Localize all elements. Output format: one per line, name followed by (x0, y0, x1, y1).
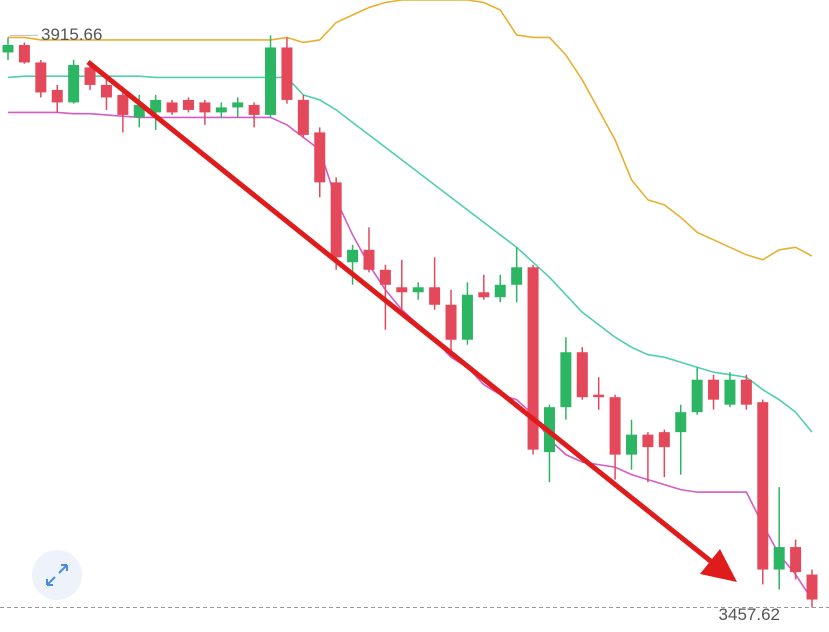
candle-body (215, 107, 227, 113)
candle-body (51, 89, 63, 103)
labels: 3915.66 3457.62 (0, 25, 829, 624)
candle-body (576, 352, 588, 398)
candle-body (773, 547, 785, 570)
candle-body (18, 44, 30, 63)
candle-body (150, 99, 162, 113)
candle-body (182, 99, 194, 110)
candle-body (166, 102, 178, 113)
candle-body (626, 434, 638, 455)
band-line (8, 0, 813, 261)
candle-body (100, 84, 112, 98)
arrow-head (700, 549, 737, 582)
candle-body (68, 64, 80, 103)
candle-body (314, 132, 326, 183)
candle-body (84, 67, 96, 85)
candle-body (642, 434, 654, 448)
candle-body (330, 182, 342, 258)
candle-body (199, 102, 211, 113)
candle-body (560, 352, 572, 408)
candle-body (35, 62, 47, 93)
candle-body (2, 44, 14, 53)
candle-body (445, 304, 457, 340)
candle-body (281, 47, 293, 100)
candles (2, 35, 818, 608)
candle-body (265, 47, 277, 115)
candle-body (724, 379, 736, 405)
bands (7, 0, 813, 600)
candle-body (527, 267, 539, 450)
candle-body (117, 94, 129, 115)
min-label: 3457.62 (719, 605, 780, 624)
candle-body (396, 287, 408, 293)
band-line (7, 75, 813, 433)
candle-body (347, 249, 359, 263)
candle-body (691, 379, 703, 413)
trend-arrow (86, 60, 737, 582)
candle-body (232, 102, 244, 108)
expand-circle[interactable] (32, 550, 82, 600)
candle-body (708, 379, 720, 400)
candle-body (461, 294, 473, 340)
expand-icon[interactable] (46, 564, 68, 586)
candle-body (494, 284, 506, 298)
arrow-shaft (86, 60, 720, 569)
expand-button[interactable] (32, 550, 82, 600)
candle-body (133, 104, 145, 118)
candle-body (593, 394, 605, 398)
candle-body (609, 397, 621, 455)
candle-body (675, 412, 687, 433)
candle-body (248, 104, 260, 115)
candle-body (806, 574, 818, 600)
candle-body (379, 269, 391, 285)
candle-body (478, 292, 490, 298)
candle-body (740, 379, 752, 405)
candle-body (363, 249, 375, 270)
band-line (8, 111, 813, 600)
candle-body (429, 287, 441, 305)
candle-body (412, 287, 424, 293)
candle-body (790, 547, 802, 573)
candle-body (511, 267, 523, 285)
candle-body (658, 432, 670, 448)
max-label: 3915.66 (41, 25, 102, 44)
candle-body (757, 402, 769, 570)
candle-body (297, 99, 309, 135)
